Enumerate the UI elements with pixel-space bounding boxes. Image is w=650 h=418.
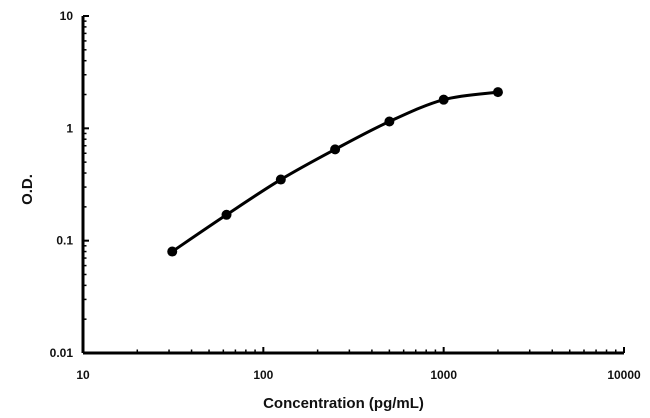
data-point — [492, 87, 503, 98]
x-tick-label: 10000 — [607, 368, 641, 382]
tick-labels: 0.01 0.1 1 10 10 100 1000 10000 — [50, 9, 641, 382]
y-tick-label: 1 — [66, 121, 73, 135]
axes — [81, 16, 624, 355]
series-line — [170, 90, 500, 254]
y-tick-label: 0.01 — [50, 346, 74, 360]
x-axis-title: Concentration (pg/mL) — [263, 395, 424, 412]
x-tick-label: 100 — [253, 368, 273, 382]
y-axis-title: O.D. — [19, 174, 36, 205]
data-point — [167, 246, 178, 257]
data-point — [275, 174, 286, 185]
data-point — [330, 144, 341, 155]
y-tick-label: 10 — [60, 9, 74, 23]
series — [167, 87, 503, 257]
x-tick-label: 10 — [76, 368, 90, 382]
data-point — [221, 209, 232, 220]
ticks — [82, 15, 625, 354]
data-point — [438, 94, 449, 105]
x-tick-label: 1000 — [430, 368, 457, 382]
y-tick-label: 0.1 — [56, 234, 73, 248]
data-point — [384, 116, 395, 127]
